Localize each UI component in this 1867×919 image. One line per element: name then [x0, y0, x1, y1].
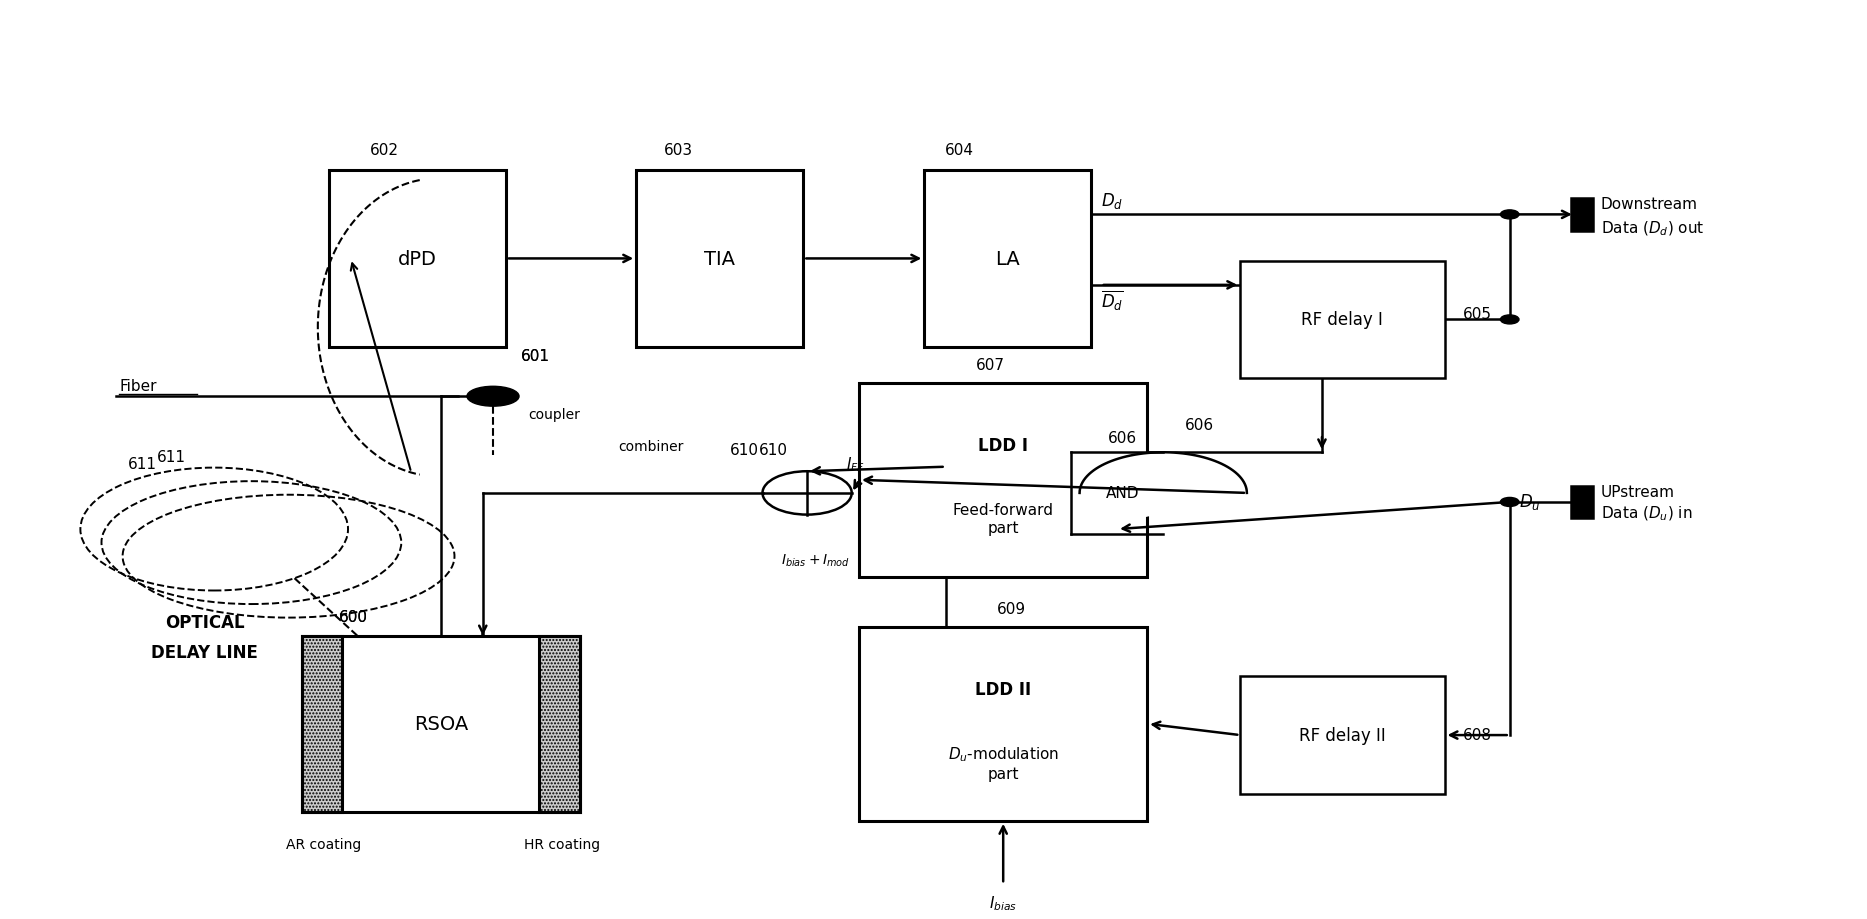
- Circle shape: [1501, 315, 1520, 324]
- FancyBboxPatch shape: [302, 636, 581, 812]
- Text: 604: 604: [945, 142, 975, 157]
- Text: LDD I: LDD I: [978, 437, 1029, 454]
- Text: 602: 602: [370, 142, 400, 157]
- Text: 603: 603: [665, 142, 693, 157]
- Text: 611: 611: [157, 449, 185, 464]
- Text: 611: 611: [127, 457, 157, 472]
- Text: 600: 600: [338, 609, 368, 624]
- FancyBboxPatch shape: [924, 171, 1092, 347]
- Text: $D_u$-modulation
part: $D_u$-modulation part: [948, 744, 1059, 781]
- Text: DELAY LINE: DELAY LINE: [151, 643, 258, 661]
- Text: LDD II: LDD II: [975, 680, 1031, 698]
- Text: Data ($D_u$) in: Data ($D_u$) in: [1600, 504, 1692, 522]
- FancyBboxPatch shape: [1240, 676, 1445, 794]
- Text: Fiber: Fiber: [119, 379, 157, 393]
- Text: OPTICAL: OPTICAL: [164, 613, 245, 631]
- Text: dPD: dPD: [398, 250, 437, 268]
- Text: $I_{bias}$: $I_{bias}$: [990, 893, 1018, 912]
- Text: RF delay I: RF delay I: [1301, 312, 1383, 329]
- FancyBboxPatch shape: [1240, 261, 1445, 379]
- Text: HR coating: HR coating: [525, 837, 599, 851]
- Text: 601: 601: [521, 348, 551, 363]
- FancyBboxPatch shape: [302, 636, 342, 812]
- Ellipse shape: [467, 387, 519, 407]
- Text: 608: 608: [1464, 728, 1492, 743]
- Text: 609: 609: [997, 601, 1025, 616]
- Text: $D_d$: $D_d$: [1102, 190, 1124, 210]
- FancyBboxPatch shape: [637, 171, 803, 347]
- Text: $I_{bias}+I_{mod}$: $I_{bias}+I_{mod}$: [780, 552, 849, 568]
- Text: $\overline{D_d}$: $\overline{D_d}$: [1102, 288, 1124, 312]
- Text: LA: LA: [995, 250, 1019, 268]
- Text: 610: 610: [758, 442, 788, 458]
- Text: UPstream: UPstream: [1600, 484, 1675, 499]
- Text: $I_{FF}$: $I_{FF}$: [846, 454, 864, 473]
- Polygon shape: [1072, 453, 1247, 534]
- Text: 610: 610: [730, 442, 758, 458]
- Text: Downstream: Downstream: [1600, 197, 1697, 211]
- Text: RF delay II: RF delay II: [1299, 726, 1385, 744]
- Text: AND: AND: [1105, 486, 1139, 501]
- FancyBboxPatch shape: [859, 627, 1146, 821]
- Circle shape: [1501, 498, 1520, 507]
- FancyBboxPatch shape: [329, 171, 506, 347]
- Text: coupler: coupler: [528, 408, 581, 422]
- Text: TIA: TIA: [704, 250, 736, 268]
- FancyBboxPatch shape: [859, 383, 1146, 577]
- Text: 607: 607: [976, 357, 1004, 372]
- Text: 600: 600: [338, 609, 368, 624]
- Text: 605: 605: [1464, 307, 1492, 322]
- Text: $D_u$: $D_u$: [1520, 491, 1540, 511]
- Text: combiner: combiner: [618, 439, 683, 454]
- FancyBboxPatch shape: [1570, 199, 1593, 232]
- Text: 606: 606: [1184, 418, 1214, 433]
- Text: Data ($D_d$) out: Data ($D_d$) out: [1600, 220, 1705, 238]
- FancyBboxPatch shape: [1570, 486, 1593, 518]
- Text: 601: 601: [521, 348, 551, 363]
- Text: AR coating: AR coating: [286, 837, 362, 851]
- Text: Feed-forward
part: Feed-forward part: [952, 503, 1053, 535]
- Text: RSOA: RSOA: [414, 714, 469, 733]
- FancyBboxPatch shape: [540, 636, 581, 812]
- Circle shape: [1501, 210, 1520, 220]
- Text: 606: 606: [1107, 431, 1137, 446]
